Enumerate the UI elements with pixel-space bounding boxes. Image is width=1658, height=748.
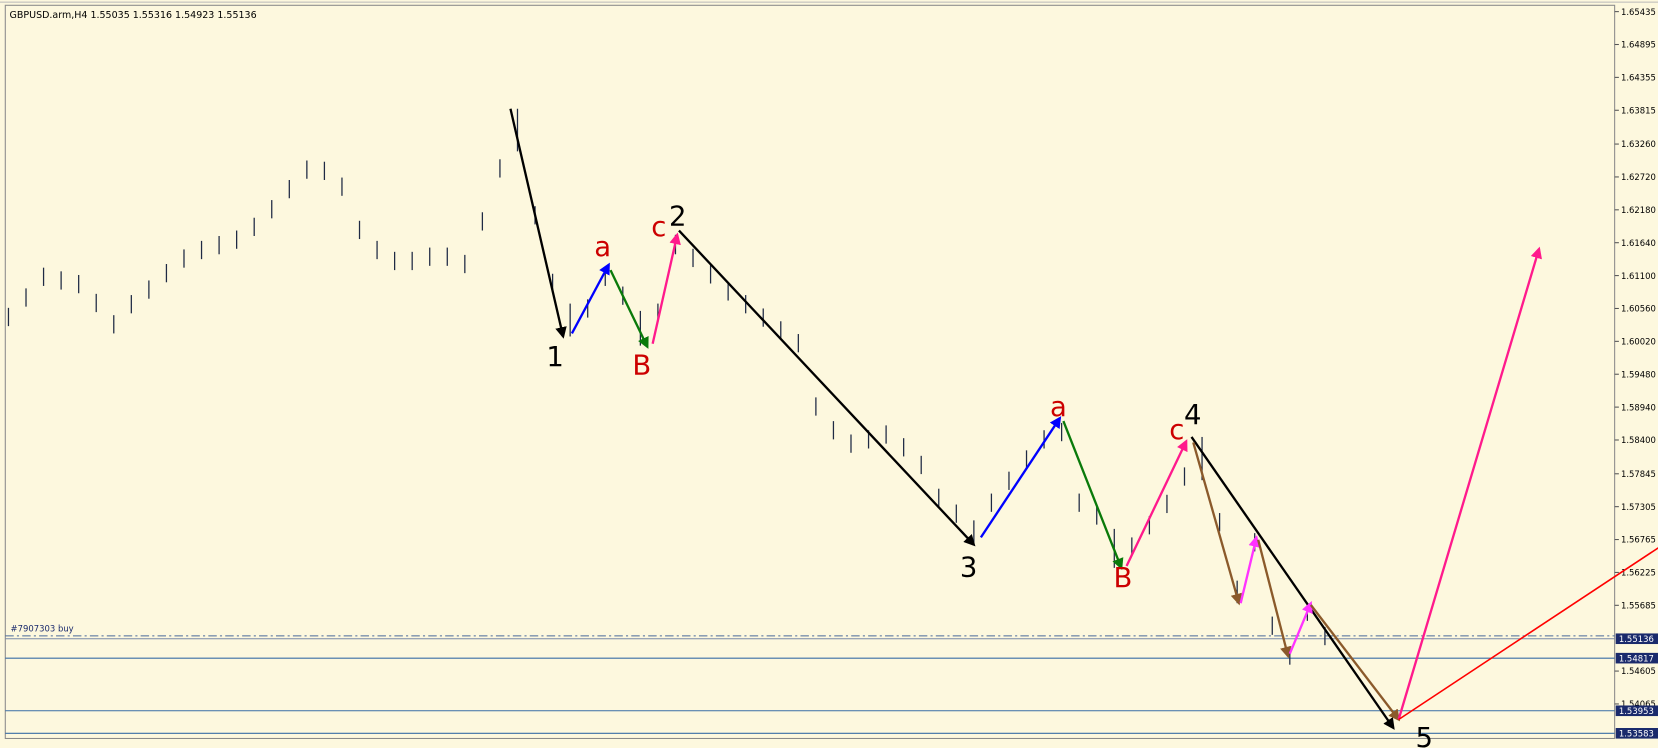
y-tick-label: 1.58400 bbox=[1621, 435, 1656, 445]
wave-arrow bbox=[1288, 601, 1313, 655]
y-tick-label: 1.56765 bbox=[1621, 535, 1656, 545]
wave-arrow bbox=[678, 229, 976, 547]
wave-arrow bbox=[651, 232, 681, 345]
wave-arrow bbox=[1239, 535, 1260, 604]
wave-label: 2 bbox=[669, 200, 686, 232]
wave-arrow bbox=[1309, 604, 1401, 722]
y-tick-label: 1.54605 bbox=[1621, 666, 1656, 676]
wave-label: a bbox=[1050, 391, 1067, 423]
y-tick-label: 1.63260 bbox=[1621, 139, 1656, 149]
y-tick-label: 1.54065 bbox=[1621, 699, 1656, 709]
y-tick-label: 1.63815 bbox=[1621, 105, 1656, 115]
y-tick-label: 1.57305 bbox=[1621, 502, 1656, 512]
trend-line bbox=[1398, 547, 1658, 721]
y-tick-label: 1.62180 bbox=[1621, 205, 1656, 215]
y-tick-label: 1.65435 bbox=[1621, 7, 1656, 17]
y-tick-label: 1.58940 bbox=[1621, 402, 1656, 412]
wave-label: c bbox=[651, 211, 666, 243]
y-tick-label: 1.60020 bbox=[1621, 337, 1656, 347]
wave-label: a bbox=[594, 231, 611, 263]
wave-arrow bbox=[1397, 246, 1542, 720]
y-tick-label: 1.61640 bbox=[1621, 238, 1656, 248]
price-label-box bbox=[1615, 705, 1658, 717]
wave-label: B bbox=[1114, 562, 1133, 594]
y-tick-label: 1.60560 bbox=[1621, 304, 1656, 314]
wave-arrow bbox=[1190, 436, 1395, 730]
y-tick-label: 1.59480 bbox=[1621, 369, 1656, 379]
price-label: 1.53583 bbox=[1619, 728, 1654, 738]
wave-arrow bbox=[1062, 420, 1124, 571]
wave-arrow bbox=[609, 269, 649, 349]
wave-label: 5 bbox=[1416, 722, 1433, 748]
price-label: 1.54817 bbox=[1619, 653, 1654, 663]
y-tick-label: 1.61100 bbox=[1621, 271, 1656, 281]
y-tick-label: 1.64895 bbox=[1621, 40, 1656, 50]
wave-label: 3 bbox=[960, 552, 977, 584]
y-tick-label: 1.56225 bbox=[1621, 568, 1656, 578]
price-label: 1.53953 bbox=[1619, 706, 1654, 716]
y-tick-label: 1.62720 bbox=[1621, 172, 1656, 182]
wave-arrow bbox=[979, 416, 1062, 539]
symbol-header: GBPUSD.arm,H4 1.55035 1.55316 1.54923 1.… bbox=[10, 10, 257, 21]
wave-arrow bbox=[509, 108, 567, 339]
wave-label: 1 bbox=[546, 341, 563, 373]
wave-arrow bbox=[1257, 539, 1292, 659]
wave-label: 4 bbox=[1184, 399, 1201, 431]
y-tick-label: 1.55685 bbox=[1621, 600, 1656, 610]
wave-label: c bbox=[1169, 414, 1184, 446]
wave-arrow bbox=[570, 262, 610, 334]
wave-label: B bbox=[632, 350, 651, 382]
price-label: 1.55136 bbox=[1619, 634, 1654, 644]
price-label-box bbox=[1615, 633, 1658, 645]
y-tick-label: 1.64355 bbox=[1621, 73, 1656, 83]
price-label-box bbox=[1615, 728, 1658, 739]
plot-frame bbox=[4, 4, 1616, 740]
order-label: #7907303 buy bbox=[11, 624, 74, 634]
y-tick-label: 1.57845 bbox=[1621, 469, 1656, 479]
price-label-box bbox=[1615, 652, 1658, 664]
wave-arrow bbox=[1125, 439, 1188, 567]
wave-arrow bbox=[1192, 442, 1242, 606]
